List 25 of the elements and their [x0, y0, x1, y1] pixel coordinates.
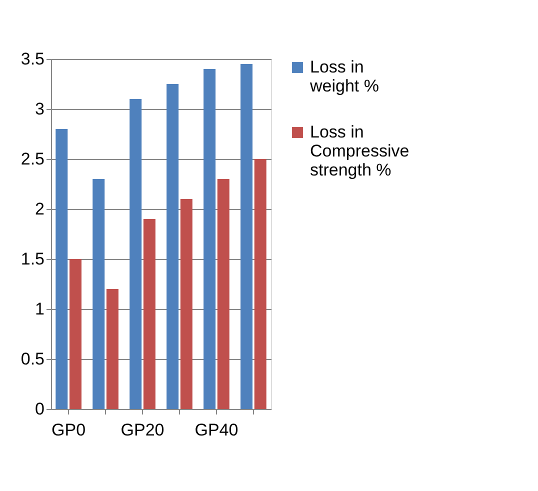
- y-tick-label: 0: [35, 400, 44, 418]
- bar: [166, 84, 179, 409]
- bar: [92, 179, 105, 409]
- bar: [217, 179, 230, 409]
- bar: [106, 289, 118, 409]
- x-tick-label: GP20: [120, 420, 164, 440]
- legend-label: Loss in Compressive strength %: [310, 122, 410, 180]
- y-tick-label: 1: [35, 300, 44, 318]
- y-tick-label: 1.5: [20, 250, 44, 268]
- x-tick-label: GP40: [194, 420, 238, 440]
- bar: [204, 69, 216, 409]
- bar: [180, 199, 192, 409]
- y-tick-label: 2: [35, 200, 44, 218]
- y-tick-label: 2.5: [20, 150, 44, 168]
- bar: [240, 64, 253, 409]
- y-tick-label: 3.5: [20, 50, 44, 68]
- legend-label: Loss in weight %: [309, 58, 379, 96]
- bar: [69, 259, 82, 409]
- y-tick-label: 0.5: [20, 350, 44, 368]
- bar: [56, 129, 68, 409]
- x-tick-label: GP0: [52, 420, 86, 440]
- y-tick-label: 3: [35, 100, 44, 118]
- bar: [130, 99, 142, 409]
- bar: [254, 159, 266, 409]
- bar: [143, 219, 156, 409]
